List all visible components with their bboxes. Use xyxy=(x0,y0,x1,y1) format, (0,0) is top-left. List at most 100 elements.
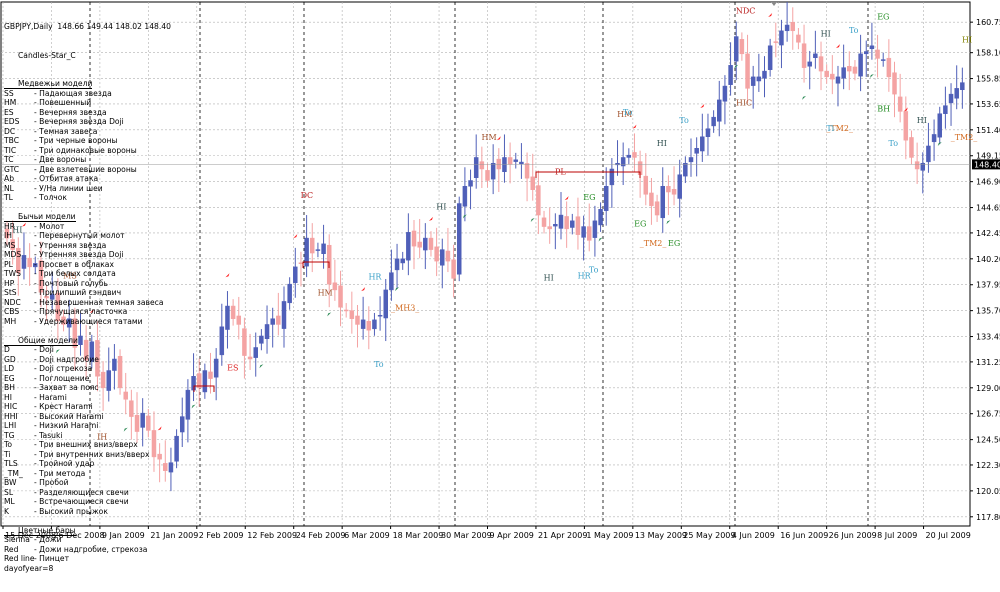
legend-code: GTC xyxy=(4,164,20,174)
time-tick-label: 1 May 2009 xyxy=(586,531,633,540)
pattern-label: HIC xyxy=(736,99,752,108)
candle-bear xyxy=(666,186,671,193)
legend-desc: - Doji xyxy=(34,345,54,354)
pattern-label: EG xyxy=(634,220,646,229)
legend-code: TLS xyxy=(4,459,18,468)
pattern-label: EG xyxy=(668,239,680,248)
time-tick-label: 9 Apr 2009 xyxy=(490,531,534,540)
legend-desc: - Встречающиеся свечи xyxy=(34,497,129,506)
candle-bull xyxy=(287,283,292,304)
candle-bear xyxy=(134,414,140,432)
candle-bull xyxy=(677,174,682,199)
price-tick-label: 155.85 xyxy=(976,75,1000,84)
candle-bull xyxy=(112,358,117,371)
legend-code: StS xyxy=(4,288,17,297)
legend-desc: - Удерживающиеся татами xyxy=(34,316,143,326)
price-chart[interactable]: 160.75 158.10 155.85 153.65 151.40 149.15 146.… xyxy=(0,0,1000,544)
legend-code: NL xyxy=(4,183,14,193)
candle-bear xyxy=(643,175,649,195)
legend-item: Sienna - Дожи xyxy=(4,535,171,545)
sell-arrow-icon xyxy=(225,273,230,278)
legend-code: HP xyxy=(4,278,15,288)
candle-bull xyxy=(937,113,942,138)
candle-bear xyxy=(852,66,858,74)
legend-desc: - Три внутренних вниз/вверх xyxy=(34,449,150,459)
legend-desc: - Высокий Harami xyxy=(34,411,104,421)
time-tick-label: 4 Jun 2009 xyxy=(732,531,775,540)
candle-bull xyxy=(807,61,812,67)
sell-arrow-icon xyxy=(632,124,637,129)
sell-arrow-icon xyxy=(428,216,433,221)
candle-bear xyxy=(16,247,21,273)
legend-code: GD xyxy=(4,354,16,364)
candle-bear xyxy=(61,316,66,325)
candle-bear xyxy=(773,41,779,43)
price-tick-label: 131.25 xyxy=(976,358,1000,367)
sell-arrow-icon xyxy=(700,103,705,108)
candle-bull xyxy=(592,220,598,238)
pattern-label: To xyxy=(374,360,384,369)
candle-bear xyxy=(745,53,750,89)
candle-bear xyxy=(355,315,360,325)
candle-bull xyxy=(456,203,462,275)
candle-bear xyxy=(44,296,49,299)
legend-item: CBS - Прячущаяся ласточка xyxy=(4,307,171,317)
candle-bear xyxy=(338,285,343,308)
legend-desc: - Вечерняя звезда Doji xyxy=(34,117,124,126)
time-tick-label: 16 Jun 2009 xyxy=(780,531,828,540)
candle-bull xyxy=(106,370,112,391)
pattern-label: HM xyxy=(318,289,333,298)
candle-bear xyxy=(547,226,552,230)
price-tick-label: 137.95 xyxy=(976,281,1000,290)
candle-bear xyxy=(146,415,151,431)
price-tick-label: 124.50 xyxy=(976,436,1000,445)
chart-window[interactable]: 160.75 158.10 155.85 153.65 151.40 149.15 146.… xyxy=(0,0,1000,573)
candle-bull xyxy=(468,180,473,187)
candle-bear xyxy=(801,43,807,68)
scroll-marker-icon[interactable] xyxy=(771,2,777,6)
legend-code: LD xyxy=(4,364,15,373)
sell-arrow-icon xyxy=(903,107,908,112)
legend-code: BH xyxy=(4,383,15,392)
pattern-label: HR xyxy=(578,271,592,280)
candle-bear xyxy=(242,328,247,356)
candle-bear xyxy=(671,189,677,195)
legend-item: NL - У/На линии шеи xyxy=(4,184,171,194)
buy-arrow-icon xyxy=(327,312,332,317)
pattern-label: HM xyxy=(617,110,632,119)
candle-bull xyxy=(620,157,626,167)
legend-code: HIC xyxy=(4,402,18,411)
legend-item: IH - Перевернутый молот xyxy=(4,231,171,241)
candle-bull xyxy=(389,272,394,291)
legend-desc: - Захват за пояс xyxy=(34,383,99,392)
candle-bear xyxy=(123,391,128,400)
candle-bull xyxy=(762,70,767,79)
legend-desc: - Doji стрекоза xyxy=(34,364,93,373)
candle-bull xyxy=(321,243,326,255)
legend-code: To xyxy=(4,440,12,449)
legend-code: Ab xyxy=(4,174,15,183)
candle-bull xyxy=(293,266,298,284)
time-tick-label: 24 Feb 2009 xyxy=(296,531,346,540)
price-tick-label: 117.80 xyxy=(976,513,1000,522)
candle-bull xyxy=(78,335,83,345)
candle-bear xyxy=(117,355,123,389)
legend-code: TC xyxy=(4,155,14,164)
legend-item: D - Doji xyxy=(4,345,171,355)
buy-arrow-icon xyxy=(734,64,739,69)
candle-bull xyxy=(694,148,699,154)
legend-desc: - Прячущаяся ласточка xyxy=(34,307,128,316)
price-tick-label: 129.00 xyxy=(976,384,1000,393)
candle-bear xyxy=(530,176,535,190)
legend-code: Red xyxy=(4,544,19,554)
buy-arrow-icon xyxy=(869,74,874,79)
candle-bear xyxy=(4,228,10,239)
time-tick-label: 13 May 2009 xyxy=(635,531,687,540)
legend-desc: - Три внешних вниз/вверх xyxy=(34,440,138,449)
legend-body: Медвежьи модели SS - Падающая звезда HM - По… xyxy=(4,79,171,573)
legend-item: HM - Повешенный xyxy=(4,98,171,108)
candle-bear xyxy=(196,373,202,389)
pattern-label: MS xyxy=(63,271,77,280)
candle-bear xyxy=(892,72,897,95)
candle-bull xyxy=(711,116,716,127)
